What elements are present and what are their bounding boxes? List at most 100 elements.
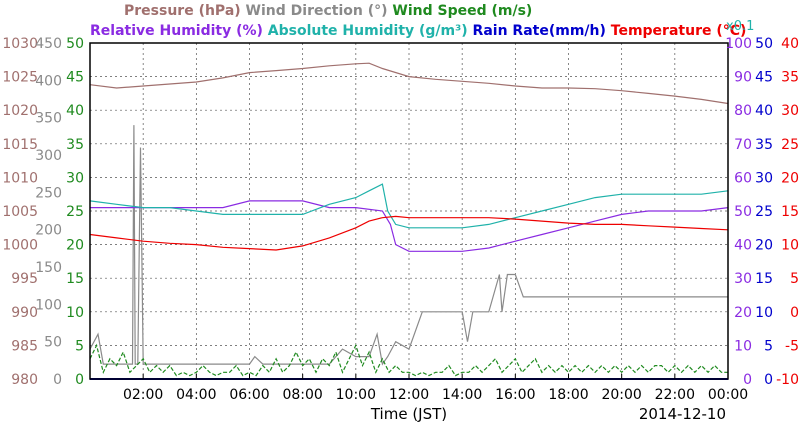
tick-label-wind_direction: 350 bbox=[35, 111, 62, 127]
tick-label-wind_direction: 200 bbox=[35, 223, 62, 239]
tick-label-wind_speed: 35 bbox=[66, 137, 84, 153]
x-tick-label: 00:00 bbox=[708, 387, 748, 403]
tick-label-relative_humidity: 30 bbox=[734, 271, 752, 287]
tick-label-wind_speed: 25 bbox=[66, 204, 84, 220]
tick-label-wind_direction: 150 bbox=[35, 260, 62, 276]
tick-label-wind_speed: 5 bbox=[75, 338, 84, 354]
tick-label-wind_speed: 45 bbox=[66, 70, 84, 86]
tick-label-wind_direction: 250 bbox=[35, 185, 62, 201]
grid bbox=[90, 43, 728, 379]
tick-label-rain_rate: 50 bbox=[755, 36, 773, 52]
x-tick-label: 04:00 bbox=[176, 387, 216, 403]
tick-label-temperature: 25 bbox=[781, 137, 799, 153]
tick-label-temperature: 40 bbox=[781, 36, 799, 52]
x-tick-label: 10:00 bbox=[336, 387, 376, 403]
date-label: 2014-12-10 bbox=[639, 405, 726, 423]
tick-label-pressure: 1030 bbox=[2, 36, 38, 52]
x-tick-label: 16:00 bbox=[495, 387, 535, 403]
tick-label-relative_humidity: 10 bbox=[734, 338, 752, 354]
tick-label-wind_speed: 10 bbox=[66, 305, 84, 321]
tick-label-temperature: 30 bbox=[781, 103, 799, 119]
chart-title-line: Relative Humidity (%) Absolute Humidity … bbox=[90, 23, 746, 39]
tick-label-rain_rate: 30 bbox=[755, 170, 773, 186]
tick-label-pressure: 1025 bbox=[2, 70, 38, 86]
tick-label-rain_rate: 15 bbox=[755, 271, 773, 287]
series-line-0 bbox=[89, 62, 729, 105]
abs-humidity-scale-note: x0.1 bbox=[726, 19, 754, 34]
tick-label-pressure: 1020 bbox=[2, 103, 38, 119]
legend-entry: Wind Speed (m/s) bbox=[388, 3, 533, 19]
tick-label-pressure: 1010 bbox=[2, 170, 38, 186]
x-axis-label: Time (JST) bbox=[370, 405, 447, 423]
tick-label-relative_humidity: 20 bbox=[734, 305, 752, 321]
tick-label-temperature: 5 bbox=[790, 271, 799, 287]
legend-entry: Temperature (°C) bbox=[606, 23, 747, 39]
x-tick-label: 22:00 bbox=[655, 387, 695, 403]
legend-entry: Pressure (hPa) bbox=[124, 3, 241, 19]
tick-label-relative_humidity: 60 bbox=[734, 170, 752, 186]
tick-label-wind_speed: 20 bbox=[66, 238, 84, 254]
tick-label-wind_speed: 15 bbox=[66, 271, 84, 287]
chart-title-line: Pressure (hPa) Wind Direction (°) Wind S… bbox=[124, 3, 532, 19]
legend-entry: Absolute Humidity (g/m³) bbox=[263, 23, 468, 39]
legend-entry: Relative Humidity (%) bbox=[90, 23, 263, 39]
right-axes: 0102030405060708090100051015202530354045… bbox=[725, 36, 799, 388]
tick-label-relative_humidity: 90 bbox=[734, 70, 752, 86]
x-tick-label: 14:00 bbox=[442, 387, 482, 403]
left-axes: 9809859909951000100510101015102010251030… bbox=[2, 36, 84, 388]
tick-label-rain_rate: 45 bbox=[755, 70, 773, 86]
tick-label-temperature: 35 bbox=[781, 70, 799, 86]
chart-titles: Pressure (hPa) Wind Direction (°) Wind S… bbox=[90, 3, 746, 39]
tick-label-pressure: 1015 bbox=[2, 137, 38, 153]
x-tick-label: 06:00 bbox=[229, 387, 269, 403]
tick-label-rain_rate: 25 bbox=[755, 204, 773, 220]
tick-label-wind_direction: 100 bbox=[35, 297, 62, 313]
legend-entry: Rain Rate(mm/h) bbox=[468, 23, 606, 39]
series-line-6 bbox=[89, 215, 729, 251]
tick-label-relative_humidity: 50 bbox=[734, 204, 752, 220]
tick-label-wind_speed: 40 bbox=[66, 103, 84, 119]
tick-label-temperature: 10 bbox=[781, 238, 799, 254]
tick-label-pressure: 1005 bbox=[2, 204, 38, 220]
x-tick-label: 12:00 bbox=[389, 387, 429, 403]
series-line-4 bbox=[89, 183, 729, 229]
tick-label-pressure: 1000 bbox=[2, 238, 38, 254]
tick-label-wind_direction: 50 bbox=[44, 335, 62, 351]
x-tick-label: 20:00 bbox=[601, 387, 641, 403]
series-line-2 bbox=[89, 343, 728, 377]
tick-label-rain_rate: 20 bbox=[755, 238, 773, 254]
tick-label-wind_direction: 0 bbox=[53, 372, 62, 388]
tick-label-wind_direction: 300 bbox=[35, 148, 62, 164]
tick-label-pressure: 995 bbox=[11, 271, 38, 287]
legend-entry: Wind Direction (°) bbox=[241, 3, 388, 19]
x-tick-label: 02:00 bbox=[123, 387, 163, 403]
tick-label-temperature: 0 bbox=[790, 305, 799, 321]
tick-label-temperature: 20 bbox=[781, 170, 799, 186]
x-tick-label: 08:00 bbox=[282, 387, 322, 403]
tick-label-wind_direction: 400 bbox=[35, 73, 62, 89]
tick-label-pressure: 985 bbox=[11, 338, 38, 354]
tick-label-wind_speed: 50 bbox=[66, 36, 84, 52]
tick-label-rain_rate: 5 bbox=[764, 338, 773, 354]
series-line-1 bbox=[89, 125, 728, 366]
tick-label-rain_rate: 35 bbox=[755, 137, 773, 153]
tick-label-temperature: -5 bbox=[785, 338, 799, 354]
tick-label-relative_humidity: 100 bbox=[725, 36, 752, 52]
tick-label-relative_humidity: 70 bbox=[734, 137, 752, 153]
x-axis: 02:00 04:00 06:00 08:00 10:00 12:00 14:00 16:00… bbox=[123, 374, 748, 403]
tick-label-wind_speed: 30 bbox=[66, 170, 84, 186]
x-tick-label: 18:00 bbox=[548, 387, 588, 403]
tick-label-pressure: 980 bbox=[11, 372, 38, 388]
tick-label-pressure: 990 bbox=[11, 305, 38, 321]
tick-label-wind_speed: 0 bbox=[75, 372, 84, 388]
series-line-3 bbox=[90, 200, 729, 252]
tick-label-rain_rate: 10 bbox=[755, 305, 773, 321]
tick-label-temperature: 15 bbox=[781, 204, 799, 220]
tick-label-relative_humidity: 40 bbox=[734, 238, 752, 254]
tick-label-wind_direction: 450 bbox=[35, 36, 62, 52]
tick-label-relative_humidity: 0 bbox=[743, 372, 752, 388]
tick-label-rain_rate: 40 bbox=[755, 103, 773, 119]
tick-label-relative_humidity: 80 bbox=[734, 103, 752, 119]
